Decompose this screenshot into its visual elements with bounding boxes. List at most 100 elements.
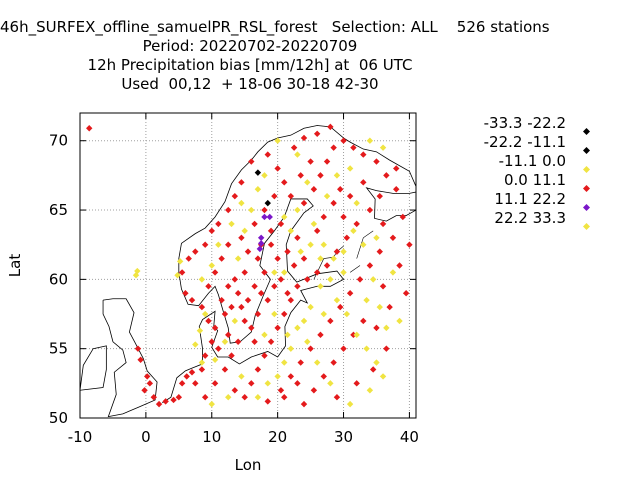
legend-marker bbox=[583, 215, 590, 230]
station-point bbox=[383, 324, 390, 332]
station-point bbox=[267, 227, 275, 235]
station-point bbox=[238, 199, 245, 207]
station-point bbox=[373, 158, 380, 165]
station-point bbox=[369, 366, 377, 373]
station-point bbox=[228, 352, 235, 359]
legend-label: -22.2 -11.1 bbox=[483, 133, 566, 151]
station-point bbox=[274, 324, 281, 332]
station-point bbox=[238, 179, 245, 186]
station-point bbox=[333, 394, 341, 401]
station-point bbox=[346, 400, 354, 408]
station-point bbox=[294, 324, 301, 332]
station-point bbox=[294, 380, 301, 387]
station-point bbox=[274, 255, 281, 262]
station-point bbox=[251, 220, 258, 228]
station-point bbox=[297, 172, 304, 179]
legend-entry: 0.0 11.1 bbox=[440, 171, 610, 192]
station-point bbox=[267, 241, 275, 248]
station-point bbox=[231, 317, 239, 325]
chart-legend: -33.3 -22.2 -22.2 -11.1 -11.1 0.0 0.0 11… bbox=[440, 114, 610, 230]
station-point bbox=[290, 262, 298, 269]
station-point bbox=[330, 199, 337, 207]
station-point bbox=[304, 338, 311, 345]
station-point bbox=[307, 158, 314, 165]
station-point bbox=[261, 213, 268, 221]
station-point bbox=[215, 345, 222, 352]
station-point bbox=[340, 248, 347, 255]
station-point bbox=[254, 255, 262, 262]
chart-title-line-4: Used 00,12 + 18-06 30-18 42-30 bbox=[121, 75, 379, 93]
station-point bbox=[192, 380, 199, 387]
station-point bbox=[360, 241, 367, 248]
station-point bbox=[155, 400, 163, 408]
x-axis-label: Lon bbox=[235, 456, 262, 474]
station-point bbox=[201, 310, 209, 318]
station-point bbox=[178, 380, 186, 387]
station-point bbox=[241, 394, 248, 401]
y-tick-label: 50 bbox=[49, 409, 68, 427]
station-point bbox=[221, 366, 229, 373]
x-tick-label: 30 bbox=[334, 428, 353, 446]
station-point bbox=[356, 276, 364, 283]
legend-diamond bbox=[583, 185, 590, 192]
station-point bbox=[287, 227, 295, 235]
station-point bbox=[337, 186, 344, 193]
station-point bbox=[267, 338, 275, 345]
axis-ticks: -10 0 10 20 30 40 50 55 60 65 70 bbox=[49, 113, 419, 446]
y-tick-label: 65 bbox=[49, 201, 68, 219]
station-point bbox=[340, 269, 347, 276]
station-point bbox=[281, 179, 288, 186]
station-point bbox=[257, 240, 265, 247]
station-point bbox=[205, 317, 212, 325]
station-point bbox=[281, 310, 288, 318]
station-point bbox=[304, 179, 311, 186]
station-point bbox=[307, 241, 314, 248]
station-point bbox=[137, 356, 144, 363]
station-point bbox=[340, 137, 347, 144]
station-point bbox=[211, 269, 219, 276]
station-point bbox=[234, 255, 242, 262]
station-point bbox=[366, 137, 374, 144]
y-axis-label: Lat bbox=[6, 254, 24, 278]
station-point bbox=[313, 359, 321, 366]
station-point bbox=[327, 276, 334, 283]
station-point bbox=[310, 220, 318, 228]
station-point bbox=[393, 186, 400, 193]
coastline bbox=[79, 345, 107, 391]
station-point bbox=[327, 123, 334, 131]
station-point bbox=[346, 192, 354, 200]
legend-marker bbox=[583, 120, 590, 135]
station-point bbox=[271, 310, 278, 318]
station-point bbox=[373, 359, 380, 366]
station-point bbox=[353, 331, 360, 339]
lake-outline bbox=[349, 265, 361, 273]
station-point bbox=[225, 206, 232, 214]
station-point bbox=[225, 331, 232, 339]
station-point bbox=[192, 248, 199, 255]
legend-label: -33.3 -22.2 bbox=[483, 114, 566, 132]
station-point bbox=[369, 276, 377, 283]
station-point bbox=[307, 303, 314, 311]
station-point bbox=[317, 283, 324, 290]
station-point bbox=[373, 324, 380, 332]
station-point bbox=[244, 248, 252, 255]
station-point bbox=[211, 324, 219, 332]
station-point bbox=[225, 283, 232, 290]
station-point bbox=[185, 255, 192, 262]
station-point bbox=[304, 276, 311, 283]
station-point bbox=[271, 269, 278, 276]
station-point bbox=[261, 331, 268, 339]
station-point bbox=[287, 296, 295, 304]
station-point bbox=[323, 192, 331, 200]
station-point bbox=[264, 380, 271, 387]
station-point bbox=[350, 331, 357, 339]
station-point bbox=[399, 213, 407, 221]
x-tick-label: 40 bbox=[400, 428, 419, 446]
station-point bbox=[274, 137, 281, 144]
y-tick-label: 60 bbox=[49, 270, 68, 288]
station-point bbox=[261, 269, 268, 276]
station-point bbox=[330, 359, 337, 366]
station-point bbox=[389, 234, 397, 241]
station-point bbox=[228, 303, 235, 311]
station-point bbox=[234, 338, 242, 345]
